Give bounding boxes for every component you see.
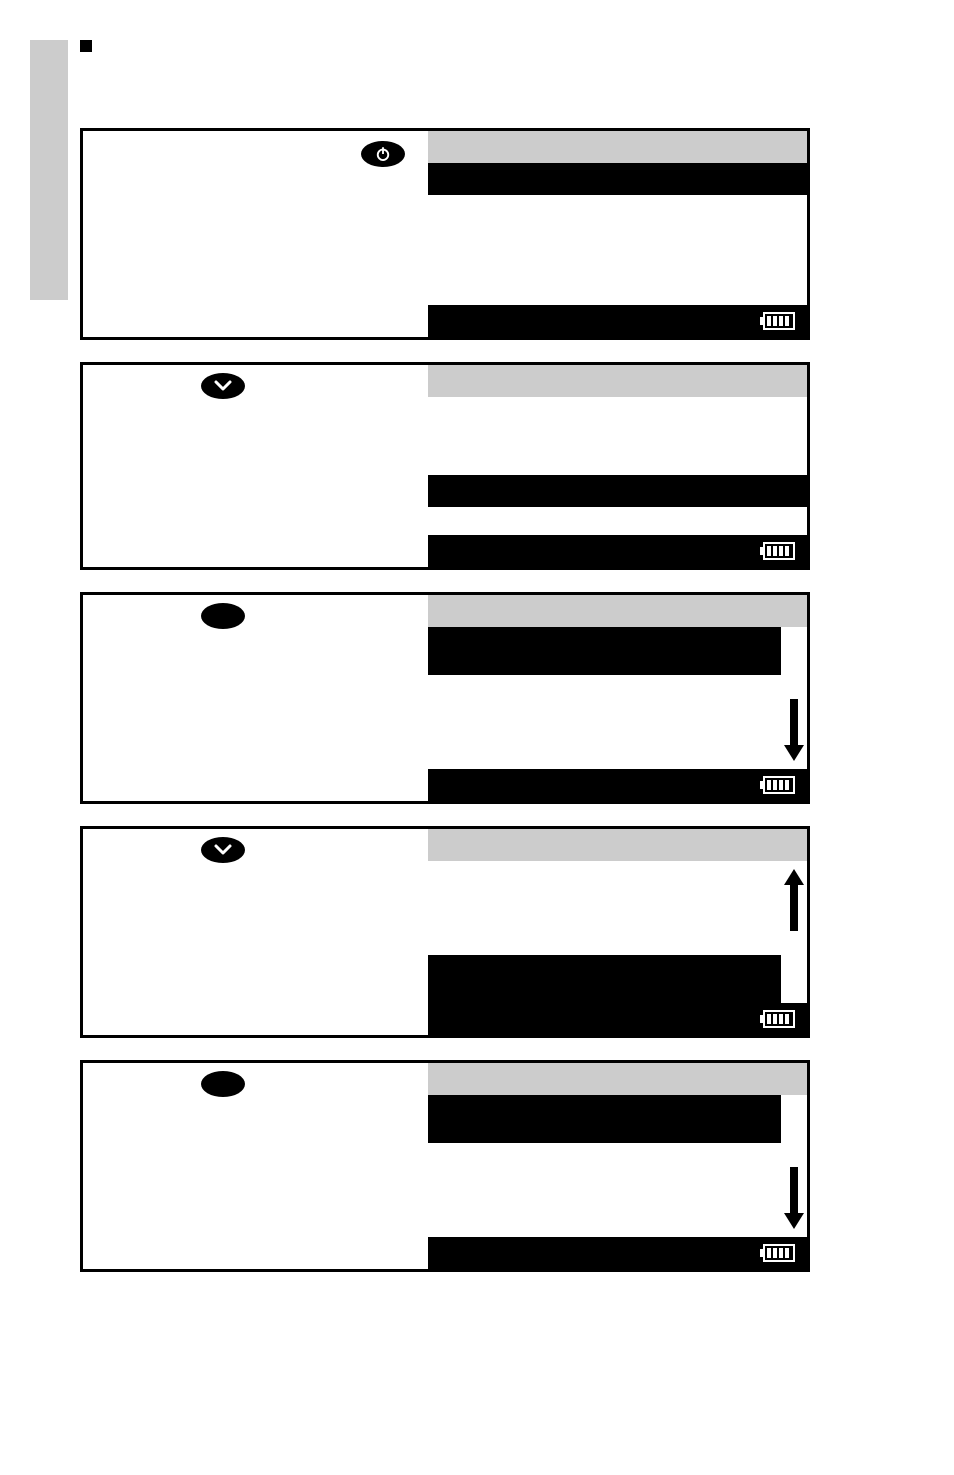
screen-row-selected bbox=[428, 627, 807, 675]
screen-footer bbox=[428, 535, 807, 567]
scroll-column bbox=[781, 1095, 807, 1237]
instruction-pane bbox=[83, 595, 428, 801]
instruction-pane bbox=[83, 365, 428, 567]
step-5 bbox=[80, 1060, 810, 1272]
screen-footer bbox=[428, 769, 807, 801]
step-3 bbox=[80, 592, 810, 804]
screen-row bbox=[428, 397, 807, 475]
battery-icon bbox=[763, 1244, 795, 1262]
screen-header bbox=[428, 595, 807, 627]
sidebar-tab bbox=[30, 40, 68, 300]
step-4 bbox=[80, 826, 810, 1038]
step-1 bbox=[80, 128, 810, 340]
screen-header bbox=[428, 365, 807, 397]
screen-footer bbox=[428, 1003, 807, 1035]
screen-row bbox=[428, 507, 807, 535]
down-button[interactable] bbox=[201, 837, 245, 863]
screen-row bbox=[428, 675, 807, 769]
section-bullet bbox=[80, 40, 92, 52]
page bbox=[0, 0, 954, 1475]
lcd-screen bbox=[428, 131, 807, 337]
screen-header bbox=[428, 829, 807, 861]
instruction-pane bbox=[83, 1063, 428, 1269]
battery-icon bbox=[763, 1010, 795, 1028]
screen-row-selected bbox=[428, 955, 807, 1003]
screen-row-selected bbox=[428, 163, 807, 195]
chevron-down-icon bbox=[213, 379, 233, 393]
screen-row bbox=[428, 1143, 807, 1237]
battery-icon bbox=[763, 776, 795, 794]
step-2 bbox=[80, 362, 810, 570]
screen-footer bbox=[428, 1237, 807, 1269]
screen-header bbox=[428, 131, 807, 163]
ok_blank-button[interactable] bbox=[201, 603, 245, 629]
screen-row bbox=[428, 861, 807, 955]
scroll-column bbox=[781, 861, 807, 1003]
screen-row-selected bbox=[428, 475, 807, 507]
power-icon bbox=[374, 145, 392, 163]
scroll-arrow-down-icon bbox=[784, 1167, 804, 1229]
battery-icon bbox=[763, 542, 795, 560]
down-button[interactable] bbox=[201, 373, 245, 399]
ok_blank-button[interactable] bbox=[201, 1071, 245, 1097]
scroll-arrow-down-icon bbox=[784, 699, 804, 761]
scroll-column bbox=[781, 627, 807, 769]
instruction-pane bbox=[83, 131, 428, 337]
power-button[interactable] bbox=[361, 141, 405, 167]
screen-header bbox=[428, 1063, 807, 1095]
scroll-arrow-up-icon bbox=[784, 869, 804, 931]
lcd-screen bbox=[428, 1063, 807, 1269]
lcd-screen bbox=[428, 595, 807, 801]
battery-icon bbox=[763, 312, 795, 330]
lcd-screen bbox=[428, 365, 807, 567]
steps-list bbox=[80, 128, 810, 1294]
lcd-screen bbox=[428, 829, 807, 1035]
screen-footer bbox=[428, 305, 807, 337]
screen-row bbox=[428, 195, 807, 305]
screen-row-selected bbox=[428, 1095, 807, 1143]
chevron-down-icon bbox=[213, 843, 233, 857]
instruction-pane bbox=[83, 829, 428, 1035]
